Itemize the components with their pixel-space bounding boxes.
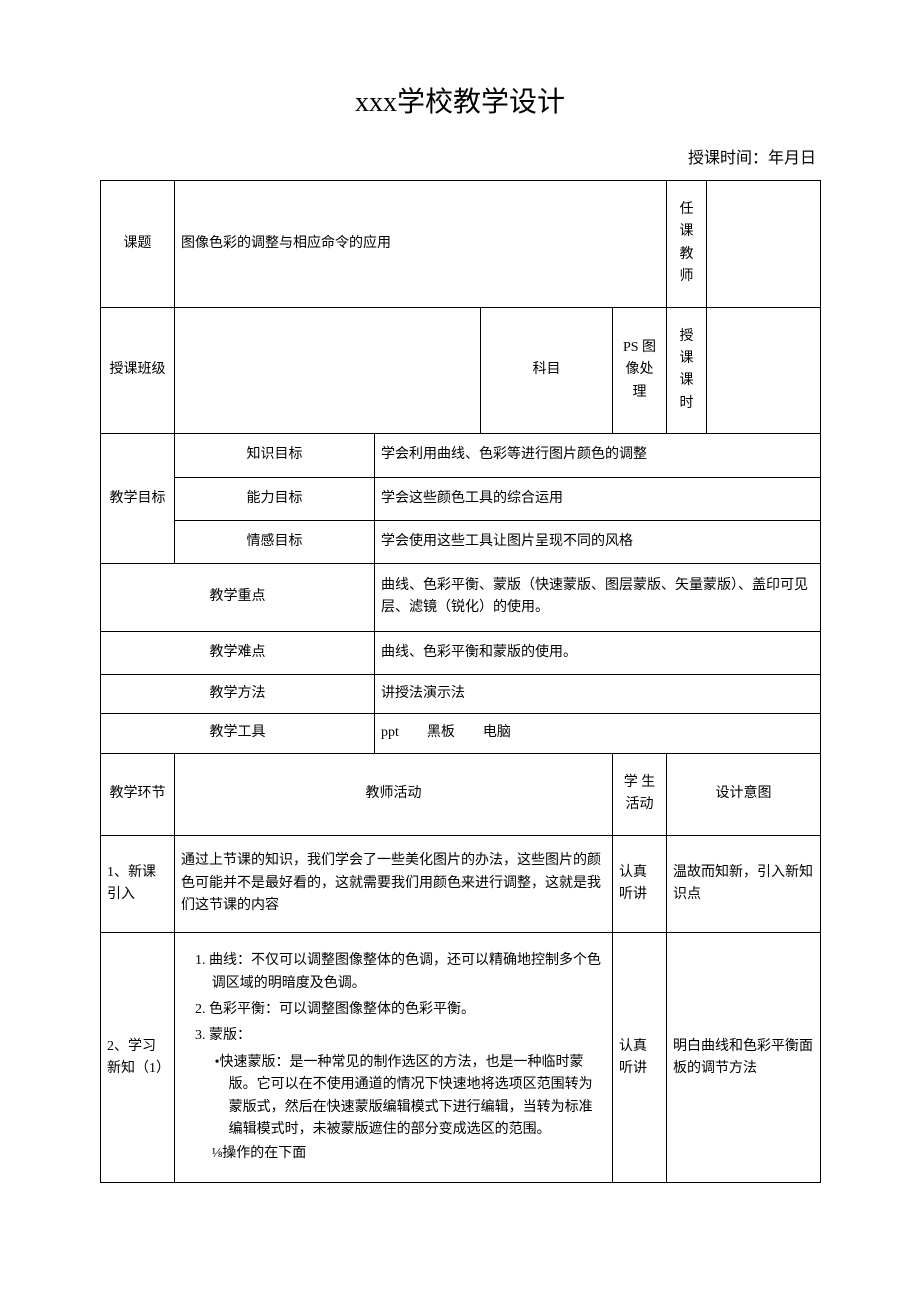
row-process-2: 2、学习新知（1） 1. 曲线：不仅可以调整图像整体的色调，还可以精确地控制多个… <box>101 933 821 1183</box>
design-intent-1: 温故而知新，引入新知识点 <box>667 835 821 933</box>
value-class <box>175 307 481 434</box>
value-difficulties: 曲线、色彩平衡和蒙版的使用。 <box>375 631 821 674</box>
design-intent-2: 明白曲线和色彩平衡面板的调节方法 <box>667 933 821 1183</box>
row-keypoints: 教学重点 曲线、色彩平衡、蒙版（快速蒙版、图层蒙版、矢量蒙版）、盖印可见层、滤镜… <box>101 564 821 631</box>
teacher-activity-1: 通过上节课的知识，我们学会了一些美化图片的办法，这些图片的颜色可能并不是最好看的… <box>175 835 613 933</box>
value-teacher <box>707 181 821 308</box>
teacher-activity-2-item-3: 3. 蒙版： <box>195 1025 602 1047</box>
label-class: 授课班级 <box>101 307 175 434</box>
row-difficulties: 教学难点 曲线、色彩平衡和蒙版的使用。 <box>101 631 821 674</box>
row-class: 授课班级 科目 PS 图像处理 授课课时 <box>101 307 821 434</box>
row-methods: 教学方法 讲授法演示法 <box>101 675 821 714</box>
label-objectives: 教学目标 <box>101 434 175 564</box>
row-emotion: 情感目标 学会使用这些工具让图片呈现不同的风格 <box>101 520 821 563</box>
row-ability: 能力目标 学会这些颜色工具的综合运用 <box>101 477 821 520</box>
label-student-activity: 学 生活动 <box>613 753 667 835</box>
stage-1: 1、新课引入 <box>101 835 175 933</box>
label-knowledge: 知识目标 <box>175 434 375 477</box>
value-ability: 学会这些颜色工具的综合运用 <box>375 477 821 520</box>
value-emotion: 学会使用这些工具让图片呈现不同的风格 <box>375 520 821 563</box>
label-teacher: 任课教师 <box>667 181 707 308</box>
value-methods: 讲授法演示法 <box>375 675 821 714</box>
value-knowledge: 学会利用曲线、色彩等进行图片颜色的调整 <box>375 434 821 477</box>
value-hours <box>707 307 821 434</box>
row-topic: 课题 图像色彩的调整与相应命令的应用 任课教师 <box>101 181 821 308</box>
page-title: xxx学校教学设计 <box>100 80 820 120</box>
label-tools: 教学工具 <box>101 714 375 753</box>
row-process-1: 1、新课引入 通过上节课的知识，我们学会了一些美化图片的办法，这些图片的颜色可能… <box>101 835 821 933</box>
value-topic: 图像色彩的调整与相应命令的应用 <box>175 181 667 308</box>
lesson-time: 授课时间：年月日 <box>100 144 820 168</box>
label-ability: 能力目标 <box>175 477 375 520</box>
label-keypoints: 教学重点 <box>101 564 375 631</box>
stage-2: 2、学习新知（1） <box>101 933 175 1183</box>
label-emotion: 情感目标 <box>175 520 375 563</box>
label-topic: 课题 <box>101 181 175 308</box>
value-subject: PS 图像处理 <box>613 307 667 434</box>
value-keypoints: 曲线、色彩平衡、蒙版（快速蒙版、图层蒙版、矢量蒙版）、盖印可见层、滤镜（锐化）的… <box>375 564 821 631</box>
student-activity-2: 认真听讲 <box>613 933 667 1183</box>
value-tools: ppt 黑板 电脑 <box>375 714 821 753</box>
row-process-header: 教学环节 教师活动 学 生活动 设计意图 <box>101 753 821 835</box>
teacher-activity-2: 1. 曲线：不仅可以调整图像整体的色调，还可以精确地控制多个色调区域的明暗度及色… <box>175 933 613 1183</box>
label-teacher-activity: 教师活动 <box>175 753 613 835</box>
label-methods: 教学方法 <box>101 675 375 714</box>
label-difficulties: 教学难点 <box>101 631 375 674</box>
label-hours: 授课课时 <box>667 307 707 434</box>
label-stage: 教学环节 <box>101 753 175 835</box>
teacher-activity-2-sub: •快速蒙版：是一种常见的制作选区的方法，也是一种临时蒙版。它可以在不使用通道的情… <box>195 1052 602 1142</box>
label-subject: 科目 <box>481 307 613 434</box>
teacher-activity-2-tail: ⅛操作的在下面 <box>195 1143 602 1165</box>
teacher-activity-2-item-2: 2. 色彩平衡：可以调整图像整体的色彩平衡。 <box>195 999 602 1021</box>
teacher-activity-2-item-1: 1. 曲线：不仅可以调整图像整体的色调，还可以精确地控制多个色调区域的明暗度及色… <box>195 950 602 995</box>
row-tools: 教学工具 ppt 黑板 电脑 <box>101 714 821 753</box>
label-design-intent: 设计意图 <box>667 753 821 835</box>
lesson-plan-table: 课题 图像色彩的调整与相应命令的应用 任课教师 授课班级 科目 PS 图像处理 … <box>100 180 821 1183</box>
student-activity-1: 认真听讲 <box>613 835 667 933</box>
row-knowledge: 教学目标 知识目标 学会利用曲线、色彩等进行图片颜色的调整 <box>101 434 821 477</box>
